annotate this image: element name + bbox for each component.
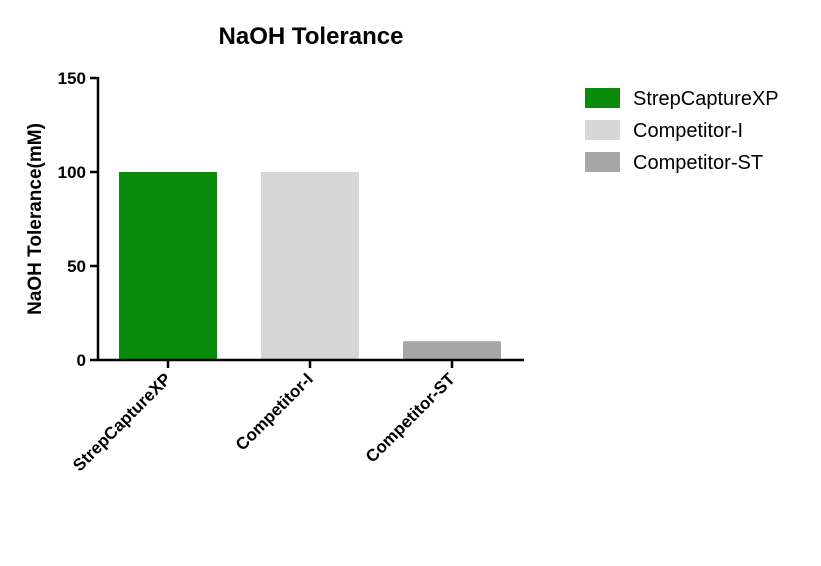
y-tick-label: 0 — [77, 351, 86, 370]
y-tick-label: 150 — [58, 69, 86, 88]
bar — [119, 172, 217, 360]
legend-swatch — [585, 88, 620, 108]
legend-swatch — [585, 152, 620, 172]
chart-title: NaOH Tolerance — [219, 23, 404, 50]
x-tick-label: StrepCaptureXP — [69, 369, 175, 475]
legend-label: StrepCaptureXP — [633, 88, 779, 110]
legend: StrepCaptureXP Competitor-I Competitor-ST — [585, 88, 779, 174]
bar — [261, 172, 359, 360]
bar — [403, 341, 501, 360]
x-tick-label: Competitor-ST — [362, 369, 459, 466]
y-tick-label: 100 — [58, 163, 86, 182]
x-axis-ticks: StrepCaptureXP Competitor-I Competitor-ST — [69, 360, 459, 475]
legend-swatch — [585, 120, 620, 140]
bar-series — [119, 172, 501, 360]
legend-label: Competitor-ST — [633, 152, 763, 174]
y-tick-label: 50 — [67, 257, 86, 276]
x-tick-label: Competitor-I — [232, 369, 317, 454]
legend-label: Competitor-I — [633, 120, 743, 142]
y-axis-ticks: 0 50 100 150 — [58, 69, 98, 370]
y-axis-label: NaOH Tolerance(mM) — [25, 123, 46, 315]
